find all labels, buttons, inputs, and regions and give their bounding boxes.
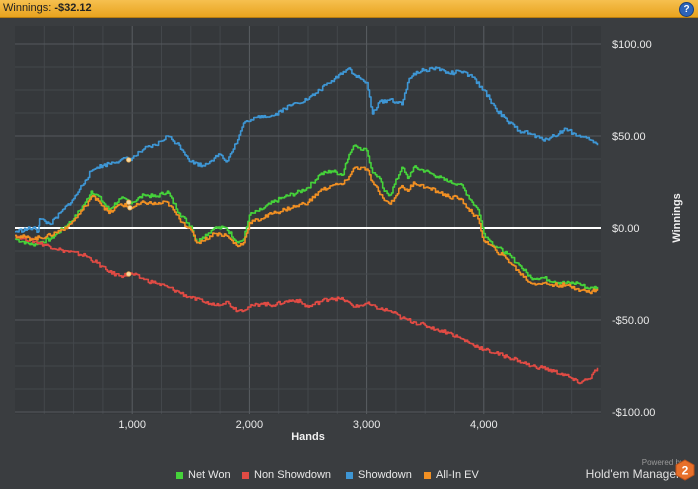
x-axis-label: Hands (291, 431, 325, 443)
y-axis-label: Winnings (671, 193, 683, 242)
y-tick-label: $0.00 (612, 223, 640, 235)
series-line-net-won (15, 144, 599, 290)
winnings-label: Winnings: (3, 2, 52, 14)
legend-swatch (176, 471, 183, 479)
data-point-marker (127, 205, 133, 211)
series-line-non-showdown (15, 234, 599, 385)
winnings-value: -$32.12 (54, 2, 92, 14)
logo-number: 2 (682, 464, 689, 478)
y-tick-label: $100.00 (612, 39, 652, 51)
legend-label: Net Won (188, 469, 231, 481)
legend-item-all-in-ev[interactable]: All-In EV (424, 469, 479, 481)
x-tick-label: 1,000 (118, 419, 146, 431)
x-tick-label: 4,000 (470, 419, 498, 431)
brand-name: Hold'em Manager (585, 467, 680, 481)
hm2-logo-icon: 2 (675, 459, 695, 481)
data-point-marker (126, 271, 132, 277)
y-tick-label: -$100.00 (612, 407, 655, 419)
powered-by-text: Powered by (641, 458, 684, 467)
gridlines (15, 26, 601, 414)
legend-swatch (242, 471, 249, 479)
x-tick-label: 2,000 (236, 419, 264, 431)
series-markers (126, 157, 133, 277)
legend-item-showdown[interactable]: Showdown (346, 469, 412, 481)
series-lines (15, 66, 599, 385)
legend-label: All-In EV (436, 469, 479, 481)
data-point-marker (126, 199, 132, 205)
legend-label: Showdown (358, 469, 412, 481)
legend-item-non-showdown[interactable]: Non Showdown (242, 469, 331, 481)
legend-swatch (424, 471, 431, 479)
title-bar: Winnings: -$32.12 ? (0, 0, 698, 18)
help-icon[interactable]: ? (679, 2, 694, 17)
legend-label: Non Showdown (254, 469, 332, 481)
y-tick-label: -$50.00 (612, 315, 649, 327)
x-tick-labels: 1,000 2,000 3,000 4,000 (118, 419, 497, 431)
brand: Powered by Hold'em Manager 2 (585, 458, 695, 481)
y-tick-label: $50.00 (612, 131, 646, 143)
y-tick-labels: $100.00 $50.00 $0.00 -$50.00 -$100.00 (612, 39, 655, 419)
x-tick-label: 3,000 (353, 419, 381, 431)
legend-item-net-won[interactable]: Net Won (176, 469, 231, 481)
winnings-chart: $100.00 $50.00 $0.00 -$50.00 -$100.00 1,000 2… (15, 26, 683, 443)
data-point-marker (126, 157, 132, 163)
winnings-summary: Winnings: -$32.12 (3, 2, 92, 14)
series-line-showdown (15, 66, 599, 233)
legend-swatch (346, 471, 353, 479)
series-line-all-in-ev (15, 166, 599, 295)
